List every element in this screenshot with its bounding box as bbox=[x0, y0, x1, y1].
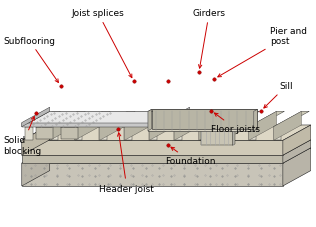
Polygon shape bbox=[174, 112, 210, 127]
Polygon shape bbox=[174, 112, 202, 141]
Polygon shape bbox=[249, 112, 276, 141]
Polygon shape bbox=[152, 110, 257, 129]
Polygon shape bbox=[124, 112, 152, 141]
Polygon shape bbox=[50, 127, 58, 141]
Text: Joist splices: Joist splices bbox=[71, 9, 132, 78]
Polygon shape bbox=[50, 112, 78, 141]
Polygon shape bbox=[22, 148, 311, 163]
Polygon shape bbox=[201, 129, 235, 131]
Polygon shape bbox=[124, 127, 132, 141]
Polygon shape bbox=[50, 112, 86, 127]
Polygon shape bbox=[148, 110, 257, 112]
Polygon shape bbox=[283, 140, 311, 163]
Polygon shape bbox=[149, 112, 177, 141]
Polygon shape bbox=[25, 112, 61, 127]
Polygon shape bbox=[22, 140, 311, 155]
Polygon shape bbox=[199, 112, 227, 141]
Polygon shape bbox=[25, 127, 33, 141]
Polygon shape bbox=[61, 127, 78, 139]
Polygon shape bbox=[22, 125, 311, 141]
Polygon shape bbox=[22, 155, 283, 163]
Polygon shape bbox=[224, 112, 252, 141]
Polygon shape bbox=[100, 112, 127, 141]
Polygon shape bbox=[36, 127, 53, 139]
Polygon shape bbox=[233, 129, 235, 146]
Polygon shape bbox=[100, 112, 135, 127]
Text: Subflooring: Subflooring bbox=[3, 36, 58, 83]
Polygon shape bbox=[22, 125, 50, 155]
Text: Foundation: Foundation bbox=[165, 148, 215, 166]
Polygon shape bbox=[149, 112, 185, 127]
Polygon shape bbox=[283, 125, 311, 155]
Polygon shape bbox=[22, 108, 50, 127]
Polygon shape bbox=[75, 112, 103, 141]
Polygon shape bbox=[249, 127, 257, 141]
Polygon shape bbox=[100, 127, 107, 141]
Text: Solid
blocking: Solid blocking bbox=[3, 117, 41, 155]
Polygon shape bbox=[224, 127, 232, 141]
Polygon shape bbox=[201, 131, 233, 146]
Polygon shape bbox=[148, 110, 152, 131]
Text: Pier and
post: Pier and post bbox=[218, 27, 307, 77]
Polygon shape bbox=[148, 112, 254, 131]
Polygon shape bbox=[199, 127, 207, 141]
Polygon shape bbox=[199, 112, 235, 127]
Polygon shape bbox=[274, 112, 309, 127]
Text: Sill: Sill bbox=[264, 82, 293, 109]
Polygon shape bbox=[254, 110, 257, 131]
Polygon shape bbox=[22, 123, 162, 127]
Text: Header joist: Header joist bbox=[100, 133, 154, 193]
Polygon shape bbox=[36, 125, 58, 127]
Polygon shape bbox=[61, 125, 83, 127]
Polygon shape bbox=[22, 163, 283, 186]
Polygon shape bbox=[274, 112, 301, 141]
Polygon shape bbox=[249, 112, 284, 127]
Polygon shape bbox=[274, 127, 281, 141]
Polygon shape bbox=[149, 127, 157, 141]
Text: Floor joists: Floor joists bbox=[211, 114, 260, 134]
Text: Girders: Girders bbox=[193, 9, 226, 69]
Polygon shape bbox=[162, 108, 190, 127]
Polygon shape bbox=[22, 148, 50, 186]
Polygon shape bbox=[124, 112, 160, 127]
Polygon shape bbox=[22, 141, 283, 155]
Polygon shape bbox=[283, 148, 311, 186]
Polygon shape bbox=[75, 112, 110, 127]
Polygon shape bbox=[22, 112, 190, 127]
Polygon shape bbox=[224, 112, 259, 127]
Polygon shape bbox=[75, 127, 82, 141]
Polygon shape bbox=[174, 127, 182, 141]
